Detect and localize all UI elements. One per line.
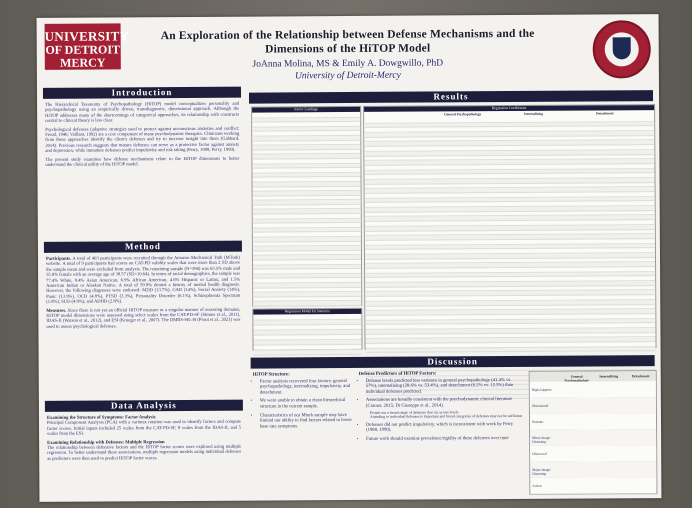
summary-row: Obsessional bbox=[529, 397, 656, 415]
method-body: Since there is not yet an official HiTOP… bbox=[46, 306, 241, 329]
method-paragraph: Measures. Since there is not yet an offi… bbox=[46, 306, 240, 329]
discussion-list: Defense levels predicted less variance i… bbox=[359, 378, 524, 443]
summary-row: Disavowal bbox=[530, 445, 657, 463]
summary-col-label: Detachment bbox=[631, 374, 650, 379]
method-header: Method bbox=[43, 240, 242, 253]
data-analysis-header: Data Analysis bbox=[44, 399, 243, 412]
method-body: A total of 403 participants were recruit… bbox=[46, 254, 241, 305]
discussion-item: Characteristics of our Mturk sample may … bbox=[260, 413, 353, 430]
results-header: Results bbox=[248, 90, 654, 104]
summary-row-label: High Adaptive bbox=[531, 387, 552, 392]
defense-summary-table: General Psychopathology Internalizing De… bbox=[528, 370, 658, 495]
regression-coefficients-table: Regression Coefficients General Psychopa… bbox=[363, 104, 657, 401]
discussion-item: Factor analysis recovered four factors: … bbox=[260, 379, 353, 396]
discussion-item: Future work should examine prevalence/ri… bbox=[366, 436, 524, 443]
title-line: An Exploration of the Relationship betwe… bbox=[160, 27, 535, 43]
discussion-subheading: Defense Predictors of HiTOP Factors: bbox=[358, 371, 437, 377]
discussion-hitop-structure: HiTOP Structure: Factor analysis recover… bbox=[253, 372, 353, 433]
method-label: Participants. bbox=[45, 255, 72, 261]
summary-row-label: Action bbox=[532, 483, 542, 488]
summary-row: Action bbox=[530, 477, 657, 495]
analysis-paragraph: Examining the Structure of Symptoms: Fac… bbox=[47, 414, 241, 437]
university-logo: UNIVERSITY OF DETROIT MERCY bbox=[44, 23, 129, 70]
title-line: Dimensions of the HiTOP Model bbox=[265, 42, 431, 56]
discussion-item: We were unable to obtain a clean hierarc… bbox=[260, 398, 353, 410]
intro-paragraph: The present study examines how defense m… bbox=[45, 155, 240, 167]
university-seal-icon bbox=[592, 20, 651, 79]
summary-row-label: Major Image-Distorting bbox=[532, 467, 552, 476]
summary-row-label: Minor Image-Distorting bbox=[532, 435, 552, 444]
logo-line: MERCY bbox=[60, 55, 106, 70]
analysis-body: The relationship between defensive facto… bbox=[47, 443, 242, 461]
method-text: Participants. A total of 403 participant… bbox=[46, 255, 240, 332]
summary-row-label: Neurotic bbox=[531, 419, 544, 424]
regression-fit-rows bbox=[253, 314, 362, 356]
poster-title: An Exploration of the Relationship betwe… bbox=[133, 27, 563, 58]
introduction-text: The Hierarchical Taxonomy of Psychopatho… bbox=[45, 101, 239, 171]
coef-group-label: General Psychopathology bbox=[444, 112, 482, 117]
factor-loadings-title: Factor Loadings bbox=[252, 106, 361, 113]
method-paragraph: Participants. A total of 403 participant… bbox=[46, 255, 240, 305]
poster-affiliation: University of Detroit-Mercy bbox=[294, 70, 401, 82]
poster-authors: JoAnna Molina, MS & Emily A. Dowgwillo, … bbox=[252, 58, 444, 70]
summary-row: Minor Image-Distorting bbox=[530, 429, 657, 447]
summary-row: Neurotic bbox=[529, 413, 657, 431]
discussion-subpoint: Attending to individual defenses is impo… bbox=[369, 414, 523, 420]
discussion-item: Defenses did not predict impulsivity, wh… bbox=[366, 422, 524, 434]
summary-col-label: Internalizing bbox=[599, 374, 619, 379]
method-label: Measures. bbox=[46, 307, 67, 313]
summary-row-label: Obsessional bbox=[531, 403, 549, 408]
discussion-item: Defense levels predicted less variance i… bbox=[366, 378, 524, 396]
factor-loadings-table: Factor Loadings bbox=[251, 105, 363, 353]
summary-row: High Adaptive bbox=[529, 381, 656, 399]
summary-rows: High Adaptive Obsessional Neurotic Minor Im… bbox=[529, 381, 657, 495]
introduction-header: Introduction bbox=[42, 86, 242, 99]
discussion-defense-predictors: Defense Predictors of HiTOP Factors: Def… bbox=[359, 371, 524, 446]
intro-paragraph: Psychological defenses (adaptive strateg… bbox=[45, 125, 240, 154]
data-analysis-text: Examining the Structure of Symptoms: Fac… bbox=[47, 414, 241, 464]
discussion-list: Factor analysis recovered four factors: … bbox=[253, 379, 353, 430]
discussion-subpoints: People use a broad range of defenses tha… bbox=[366, 409, 524, 419]
coef-group-label: Detachment bbox=[596, 111, 614, 116]
regression-fit-table: Regression Model Fit Statistics bbox=[252, 307, 363, 356]
regression-fit-title: Regression Model Fit Statistics bbox=[253, 308, 362, 315]
discussion-subheading: HiTOP Structure: bbox=[252, 372, 290, 378]
table-row bbox=[253, 349, 362, 356]
research-poster: UNIVERSITY OF DETROIT MERCY An Explorati… bbox=[36, 14, 662, 502]
intro-paragraph: The Hierarchical Taxonomy of Psychopatho… bbox=[45, 100, 240, 124]
summary-row-label: Disavowal bbox=[532, 451, 547, 456]
analysis-body: Principal Component Analysis (PCA) with … bbox=[46, 419, 242, 437]
summary-row: Major Image-Distorting bbox=[530, 461, 657, 479]
discussion-item: Associations are broadly consistent with… bbox=[366, 397, 524, 419]
coef-group-label: Internalizing bbox=[524, 111, 543, 116]
discussion-item-text: Associations are broadly consistent with… bbox=[365, 397, 513, 409]
analysis-paragraph: Examining Relationship with Defenses: Mu… bbox=[47, 438, 241, 461]
seal-shield bbox=[612, 37, 631, 60]
